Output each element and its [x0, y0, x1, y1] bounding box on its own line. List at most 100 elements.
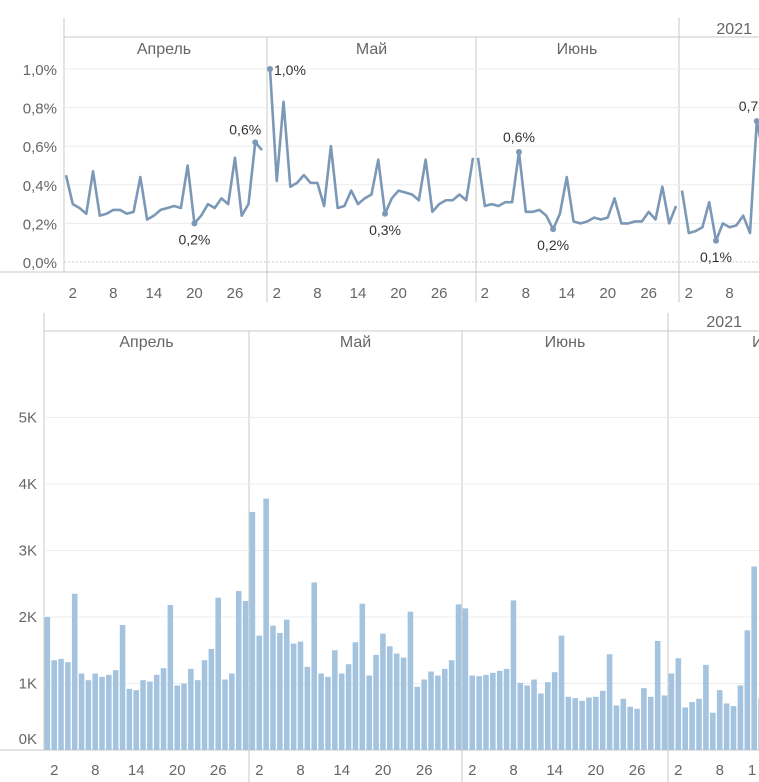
- bar-Июнь-19: [586, 697, 592, 750]
- bar-Май-15: [345, 664, 352, 750]
- data-point-7: [713, 237, 719, 244]
- bar-Апрель-10: [106, 674, 112, 750]
- data-label-1: 0,2%: [178, 231, 210, 247]
- y-tick-label-3: 3K: [19, 543, 37, 560]
- bar-Май-26: [421, 679, 427, 750]
- x-tick-label-17: 8: [725, 285, 733, 302]
- x-tick-label-10: 26: [416, 762, 433, 779]
- bar-Май-23: [400, 657, 407, 750]
- month-label-2: Май: [356, 41, 387, 58]
- bar-Апрель-9: [99, 676, 105, 750]
- bar-Апрель-2: [51, 660, 57, 750]
- bar-Май-2: [256, 635, 263, 750]
- bar-Июнь-8: [510, 600, 517, 750]
- bar-И-8: [716, 690, 723, 750]
- bar-Май-3: [263, 498, 269, 750]
- x-tick-label-4: 20: [186, 285, 203, 302]
- bar-Апрель-7: [85, 680, 92, 750]
- bar-Апрель-23: [194, 680, 201, 750]
- x-tick-label-5: 26: [227, 285, 244, 302]
- bar-Апрель-26: [215, 597, 221, 750]
- bar-Июнь-2: [469, 675, 476, 750]
- y-tick-label-3: 0,6%: [23, 139, 57, 156]
- bar-Май-19: [373, 654, 379, 750]
- bar-Май-29: [441, 668, 448, 750]
- data-label-4: 0,3%: [369, 222, 401, 238]
- bar-Июнь-18: [579, 700, 585, 750]
- bar-Июнь-1: [462, 608, 469, 750]
- data-point-2: [252, 139, 259, 146]
- bar-Апрель-20: [174, 685, 180, 750]
- bar-Июнь-11: [531, 679, 537, 750]
- bar-Июнь-15: [558, 635, 565, 750]
- x-tick-label-7: 8: [296, 762, 304, 779]
- bar-Май-25: [414, 686, 421, 750]
- y-tick-label-4: 0,4%: [23, 178, 57, 195]
- data-point-6: [550, 226, 557, 233]
- bar-И-7: [710, 712, 716, 750]
- bar-Май-13: [332, 650, 338, 750]
- data-point-3: [267, 66, 273, 72]
- bar-Май-6: [283, 619, 290, 750]
- bar-Май-21: [387, 646, 393, 750]
- line-series-Апрель: [64, 141, 263, 225]
- x-tick-label-11: 2: [481, 285, 489, 302]
- bar-Июнь-13: [545, 682, 551, 750]
- bar-И-11: [737, 685, 744, 750]
- x-tick-label-14: 20: [599, 285, 616, 302]
- bar-И-5: [696, 698, 702, 750]
- bar-Май-1: [249, 511, 256, 750]
- line-series-Июнь: [476, 150, 678, 231]
- bar-Май-22: [393, 653, 400, 750]
- bar-И-1: [668, 673, 675, 750]
- bar-Апрель-11: [112, 670, 119, 750]
- x-tick-label-13: 14: [558, 285, 575, 302]
- bar-Апрель-25: [208, 648, 215, 750]
- data-label-7: 0,1%: [700, 249, 732, 265]
- bar-Май-5: [277, 632, 283, 750]
- y-tick-label-6: 0K: [19, 731, 37, 748]
- data-label-6: 0,2%: [537, 237, 569, 253]
- x-tick-label-3: 14: [146, 285, 163, 302]
- bar-И-9: [723, 703, 730, 750]
- x-tick-label-6: 2: [255, 762, 263, 779]
- bar-Июнь-29: [654, 640, 661, 750]
- data-label-5: 0,6%: [503, 129, 535, 145]
- x-tick-label-9: 20: [375, 762, 392, 779]
- bar-Апрель-30: [242, 601, 249, 750]
- bar-Май-28: [435, 675, 441, 750]
- x-tick-label-3: 14: [128, 762, 145, 779]
- data-label-8: 0,7: [739, 98, 759, 114]
- x-tick-label-11: 2: [468, 762, 476, 779]
- y-tick-label-5: 0,2%: [23, 216, 57, 233]
- x-tick-label-18: 1: [748, 762, 756, 779]
- x-tick-label-16: 2: [674, 762, 682, 779]
- bar-Апрель-18: [160, 668, 167, 750]
- bar-Апрель-3: [58, 658, 64, 750]
- y-tick-label-1: 1,0%: [23, 62, 57, 79]
- x-tick-label-4: 20: [169, 762, 186, 779]
- x-tick-label-2: 8: [109, 285, 117, 302]
- x-tick-label-14: 20: [588, 762, 605, 779]
- bar-Май-14: [338, 673, 345, 750]
- bar-Апрель-6: [78, 673, 85, 750]
- bar-И-10: [730, 706, 737, 750]
- y-tick-label-5: 1K: [19, 676, 37, 693]
- line-chart: 2021 Апрель Май Июнь 1,0% 0,8% 0,6% 0,4% 0,2% 0,0…: [0, 18, 759, 302]
- x-tick-label-10: 26: [431, 285, 448, 302]
- bar-Июнь-21: [599, 690, 606, 750]
- bar-И-6: [703, 664, 709, 750]
- x-tick-label-7: 8: [313, 285, 321, 302]
- data-point-8: [753, 118, 759, 125]
- bar-Май-24: [407, 611, 414, 750]
- bar-Апрель-29: [235, 591, 242, 750]
- bar-Июнь-7: [503, 668, 510, 750]
- bar-Май-10: [311, 582, 318, 750]
- y-tick-label-4: 2K: [19, 609, 37, 626]
- bar-Май-30: [448, 660, 455, 750]
- bar-Май-12: [325, 676, 331, 750]
- bar-Июнь-20: [593, 696, 599, 750]
- x-tick-label-5: 26: [210, 762, 227, 779]
- bar-Июнь-25: [627, 706, 633, 750]
